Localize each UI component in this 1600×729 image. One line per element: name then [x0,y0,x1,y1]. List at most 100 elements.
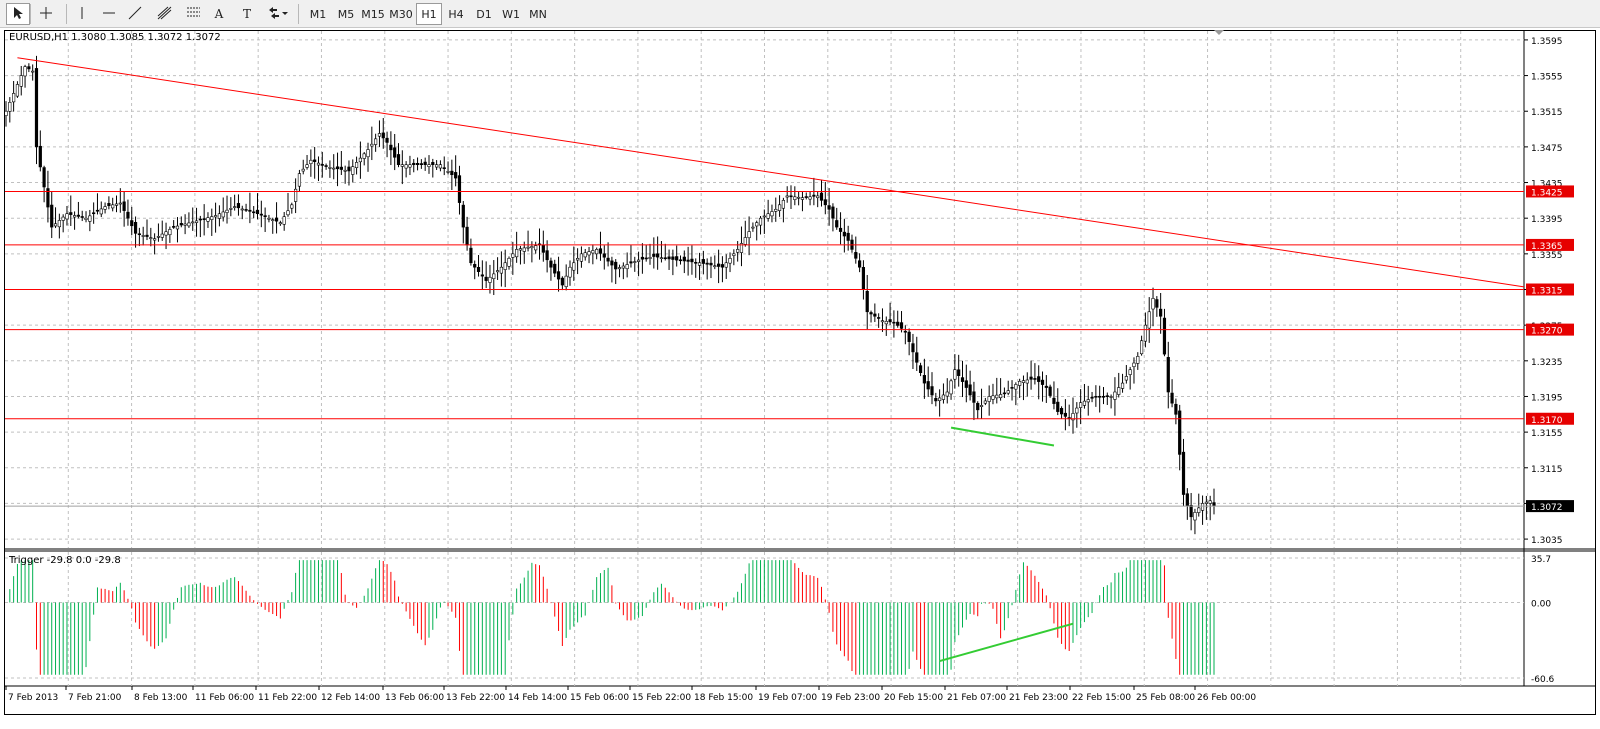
candle-body [1132,362,1136,367]
candle-body [1174,403,1178,415]
arrows-dropdown-tool[interactable] [262,3,294,25]
candle-body [286,210,290,216]
candle-body [1037,376,1041,382]
time-axis-label: 14 Feb 14:00 [508,693,567,703]
price-divergence-line [950,426,1055,447]
timeframe-w1-button[interactable]: W1 [502,7,520,21]
candle-body [720,264,725,268]
time-axis-label: 8 Feb 13:00 [134,693,188,703]
horizontal-line-tool[interactable] [98,3,120,25]
candle-body [968,384,972,396]
candle-body [1181,451,1186,495]
candle-body [656,253,660,258]
cursor-arrow-tool[interactable] [6,3,30,25]
level-price-label: 1.3170 [1531,416,1563,426]
candle-body [206,217,210,222]
time-axis-label: 15 Feb 22:00 [632,693,691,703]
candle-body [156,236,161,238]
candle-body [1200,503,1205,511]
candle-body [930,386,934,396]
candle-body [823,199,827,206]
candle-body [442,167,446,169]
toolbar-separator [298,4,299,24]
candle-body [282,216,286,225]
price-axis-label: 1.3595 [1531,37,1563,47]
candle-body [518,248,523,251]
candle-body [808,196,812,200]
timeframe-h1-button[interactable]: H1 [416,3,442,25]
candle-body [781,200,785,209]
chart-shift-marker[interactable] [1214,30,1224,35]
candle-body [614,261,618,270]
candle-body [111,204,115,209]
candle-body [511,253,515,258]
candle-body [1193,512,1197,521]
candle-body [556,271,561,280]
candle-body [393,147,397,158]
timeframe-m5-button[interactable]: M5 [337,7,355,21]
text-label-tool[interactable]: T [236,3,258,25]
timeframe-m1-button[interactable]: M1 [309,7,327,21]
price-axis-label: 1.3155 [1531,429,1563,439]
candle-body [1204,501,1208,504]
candle-body [705,262,709,265]
chart-window[interactable]: 1.3595 1.3555 1.3515 1.3475 1.3435 1.3395 1.33… [4,30,1596,715]
candle-body [122,201,126,211]
cursor-arrow-icon [12,6,24,23]
candle-body [183,223,187,226]
candle-body [896,321,900,326]
candle-body [579,253,584,262]
candle-body [922,375,926,384]
timeframe-m30-button[interactable]: M30 [389,7,413,21]
candle-body [255,209,260,215]
fibonacci-retracement-tool[interactable] [182,3,206,25]
candle-body [80,216,84,218]
candle-body [358,157,362,163]
time-axis-label: 21 Feb 23:00 [1009,693,1068,703]
candle-body [797,196,801,199]
candle-body [1002,392,1007,395]
candle-body [629,261,633,264]
candle-body [1166,357,1170,393]
time-axis-label: 11 Feb 22:00 [258,693,317,703]
candle-body [160,233,164,238]
chart-canvas[interactable]: 1.3595 1.3555 1.3515 1.3475 1.3435 1.3395 1.33… [5,31,1595,714]
timeframe-mn-button[interactable]: MN [529,7,547,21]
candle-body [541,244,545,253]
candle-body [133,222,138,234]
price-axis-label: 1.3355 [1531,251,1563,261]
candle-body [854,252,858,259]
candle-body [903,330,907,333]
vertical-line-tool[interactable] [72,3,92,25]
candle-body [198,218,202,221]
candle-body [92,212,96,215]
candle-body [1090,396,1094,399]
timeframe-h4-button[interactable]: H4 [448,7,464,21]
candle-body [236,203,241,209]
text-tool[interactable]: A [208,3,230,25]
candle-body [743,237,747,245]
candle-body [1082,400,1087,406]
time-axis-label: 18 Feb 15:00 [694,693,753,703]
timeframe-d1-button[interactable]: D1 [476,7,492,21]
candle-body [252,211,256,214]
candle-body [335,166,340,170]
candle-body [191,221,195,224]
candle-body [499,266,503,274]
time-axis-label: 22 Feb 15:00 [1072,693,1131,703]
candle-body [1109,396,1113,398]
candle-body [290,204,294,209]
trendline-tool[interactable] [124,3,146,25]
level-price-label: 1.3315 [1531,287,1563,297]
candle-body [976,402,980,411]
crosshair-tool[interactable] [34,3,58,25]
candle-body [583,252,587,258]
candle-body [1059,408,1064,415]
candle-body [892,321,896,324]
timeframe-m15-button[interactable]: M15 [361,7,385,21]
candle-body [313,159,317,162]
equidistant-channel-tool[interactable] [152,3,178,25]
candle-body [229,208,233,210]
candle-body [907,331,911,342]
candle-body [370,143,374,147]
